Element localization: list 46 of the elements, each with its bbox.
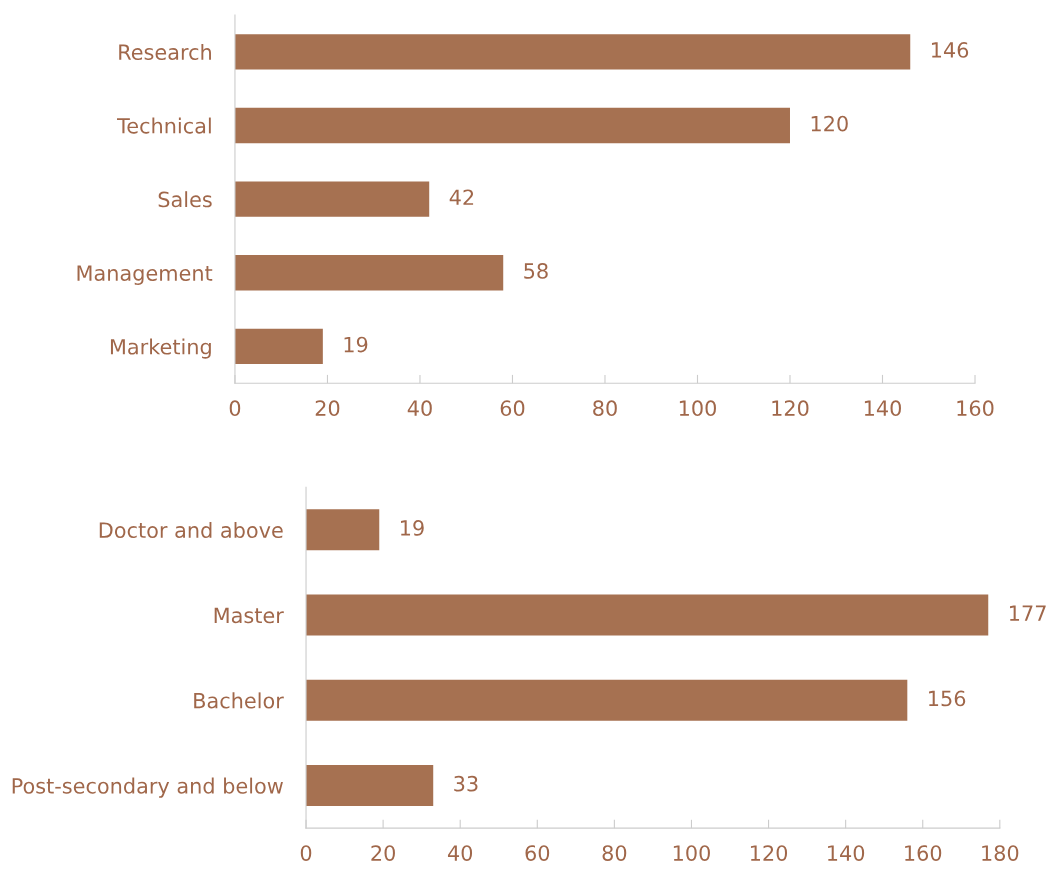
data-label: 33 <box>454 775 478 792</box>
x-tick-label: 0 <box>300 845 312 861</box>
x-tick-label: 100 <box>679 400 716 417</box>
x-tick-label: 120 <box>772 400 809 417</box>
x-tick-label: 100 <box>673 845 710 861</box>
x-tick-label: 40 <box>447 845 473 861</box>
y-tick-label: Master <box>214 607 284 624</box>
bar <box>234 181 430 217</box>
bar <box>234 328 323 365</box>
data-label: 177 <box>1009 605 1046 621</box>
y-tick-label: Post-secondary and below <box>12 777 283 798</box>
y-tick-label: Bachelor <box>194 692 284 709</box>
bar <box>306 765 434 806</box>
x-tick-label: 60 <box>525 845 550 861</box>
y-tick-label: Sales <box>158 191 212 208</box>
data-label: 146 <box>931 42 969 58</box>
x-tick-label: 140 <box>864 400 901 417</box>
bar <box>234 255 504 291</box>
x-tick-label: 80 <box>593 400 617 417</box>
x-tick-label: 0 <box>229 400 241 417</box>
x-tick-label: 40 <box>407 400 432 417</box>
bar <box>234 34 911 70</box>
bar <box>306 509 380 551</box>
bar <box>234 107 790 144</box>
data-label: 120 <box>811 115 848 132</box>
x-tick-label: 160 <box>957 400 994 417</box>
bar <box>306 594 989 636</box>
data-label: 58 <box>524 263 548 279</box>
y-tick-label: Marketing <box>110 338 211 359</box>
x-tick-label: 120 <box>750 845 788 861</box>
x-tick-label: 160 <box>905 845 942 861</box>
y-tick-label: Management <box>77 265 213 286</box>
x-tick-label: 80 <box>602 845 627 861</box>
data-label: 156 <box>929 690 966 707</box>
x-tick-label: 180 <box>982 845 1019 861</box>
x-tick-label: 20 <box>315 400 340 417</box>
x-tick-label: 60 <box>500 400 525 417</box>
bar <box>306 679 908 721</box>
data-label: 19 <box>344 336 368 353</box>
data-label: 19 <box>401 520 424 536</box>
y-tick-label: Research <box>119 43 211 61</box>
x-tick-label: 20 <box>371 845 395 861</box>
y-tick-label: Technical <box>117 117 211 134</box>
x-tick-label: 140 <box>828 845 865 861</box>
data-label: 42 <box>449 189 474 205</box>
y-tick-label: Doctor and above <box>99 521 283 539</box>
